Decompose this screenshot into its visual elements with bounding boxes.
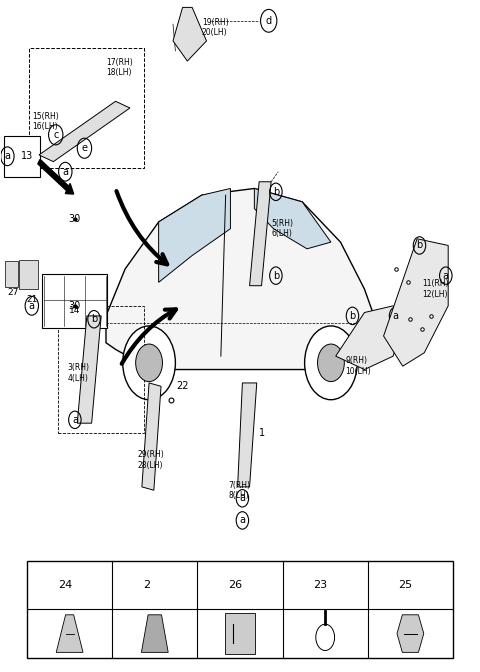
Text: e: e	[82, 143, 87, 153]
FancyBboxPatch shape	[42, 274, 108, 328]
Text: 5(RH)
6(LH): 5(RH) 6(LH)	[271, 219, 293, 239]
Text: 23: 23	[313, 580, 327, 590]
Text: 29(RH)
28(LH): 29(RH) 28(LH)	[137, 450, 164, 470]
Text: 7(RH)
8(LH): 7(RH) 8(LH)	[228, 480, 250, 500]
FancyBboxPatch shape	[4, 261, 18, 287]
Text: 25: 25	[398, 580, 412, 590]
Text: b: b	[125, 580, 132, 590]
Polygon shape	[56, 615, 83, 653]
FancyBboxPatch shape	[4, 136, 40, 177]
Polygon shape	[158, 188, 230, 282]
Text: 17(RH)
18(LH): 17(RH) 18(LH)	[106, 58, 133, 77]
Text: b: b	[273, 187, 279, 197]
Text: 2: 2	[143, 580, 150, 590]
Text: 26: 26	[228, 580, 242, 590]
Text: e: e	[381, 580, 387, 590]
Text: b: b	[91, 314, 97, 324]
Text: 30: 30	[69, 301, 81, 311]
Text: a: a	[443, 271, 449, 281]
Polygon shape	[142, 383, 161, 491]
Text: 15(RH)
16(LH): 15(RH) 16(LH)	[32, 112, 59, 131]
FancyArrow shape	[38, 159, 73, 194]
Text: 14: 14	[69, 306, 81, 315]
Text: b: b	[349, 311, 356, 321]
Text: 24: 24	[58, 580, 72, 590]
Text: a: a	[72, 415, 78, 425]
Polygon shape	[336, 306, 403, 370]
Text: d: d	[296, 580, 302, 590]
Text: a: a	[62, 167, 68, 177]
Polygon shape	[238, 383, 257, 487]
Text: 21: 21	[26, 294, 37, 304]
Polygon shape	[397, 615, 424, 653]
Text: a: a	[240, 493, 245, 503]
Text: c: c	[211, 580, 216, 590]
Circle shape	[123, 326, 175, 400]
Text: b: b	[416, 241, 422, 251]
Text: c: c	[53, 130, 59, 140]
Circle shape	[316, 624, 335, 650]
Circle shape	[305, 326, 357, 400]
Polygon shape	[384, 239, 448, 366]
Polygon shape	[173, 7, 206, 61]
Polygon shape	[106, 188, 379, 370]
Text: a: a	[393, 311, 398, 321]
Text: 1: 1	[258, 428, 264, 438]
Text: d: d	[265, 16, 272, 26]
Text: a: a	[40, 580, 46, 590]
Text: a: a	[29, 301, 35, 311]
Polygon shape	[77, 316, 101, 423]
Text: 30: 30	[69, 214, 81, 224]
Polygon shape	[254, 188, 331, 249]
Circle shape	[136, 344, 162, 382]
Circle shape	[318, 344, 344, 382]
Polygon shape	[142, 615, 168, 653]
Polygon shape	[39, 101, 130, 162]
Polygon shape	[250, 181, 271, 286]
Text: 9(RH)
10(LH): 9(RH) 10(LH)	[345, 356, 371, 376]
Text: a: a	[4, 151, 11, 161]
FancyBboxPatch shape	[27, 560, 453, 658]
Text: 3(RH)
4(LH): 3(RH) 4(LH)	[68, 363, 90, 382]
Text: 22: 22	[176, 381, 189, 391]
Text: 27: 27	[7, 288, 18, 297]
Text: b: b	[273, 271, 279, 281]
Text: 11(RH)
12(LH): 11(RH) 12(LH)	[422, 280, 448, 299]
Text: a: a	[240, 515, 245, 526]
Text: 19(RH)
20(LH): 19(RH) 20(LH)	[202, 18, 228, 37]
FancyBboxPatch shape	[19, 259, 37, 289]
FancyBboxPatch shape	[225, 613, 255, 655]
Text: 13: 13	[21, 151, 33, 161]
